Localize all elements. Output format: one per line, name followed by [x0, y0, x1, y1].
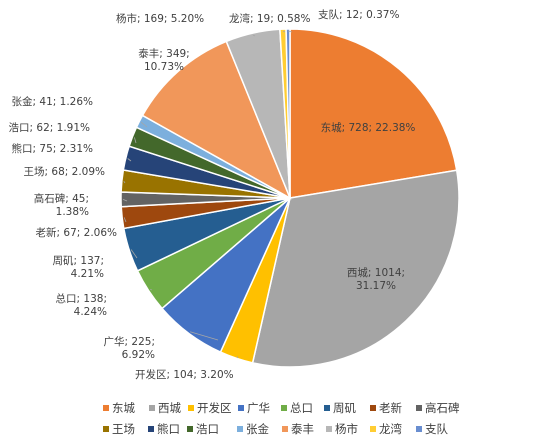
legend-label-5: 周矶 [333, 401, 356, 415]
legend-swatch-3 [238, 405, 244, 411]
leader-line-10 [134, 137, 137, 144]
slice-12 [141, 40, 292, 200]
data-label-3: 广华; 225; 6.92% [104, 335, 155, 361]
data-label-0: 东城; 728; 22.38% [321, 121, 416, 134]
legend-label-4: 总口 [290, 401, 313, 415]
leader-line-8 [123, 180, 126, 184]
data-label-13: 杨市; 169; 5.20% [116, 12, 204, 25]
legend-label-7: 高石碑 [425, 401, 460, 415]
leader-lines [122, 30, 293, 359]
leader-line-15 [288, 30, 293, 33]
data-label-4: 总口; 138; 4.24% [56, 292, 107, 318]
data-label-9: 熊口; 75; 2.31% [12, 142, 93, 155]
legend-label-6: 老新 [379, 401, 402, 415]
leader-line-11 [140, 121, 148, 128]
legend-swatch-6 [370, 405, 376, 411]
legend-label-2: 开发区 [197, 401, 232, 415]
slice-15 [285, 28, 291, 199]
data-label-11: 张金; 41; 1.26% [12, 95, 93, 108]
legend-swatch-2 [188, 405, 194, 411]
legend-swatch-7 [416, 405, 422, 411]
legend-label-11: 张金 [246, 422, 269, 436]
legend-swatch-1 [149, 405, 155, 411]
leader-line-4 [150, 289, 153, 291]
leader-line-9 [127, 158, 132, 162]
legend-swatch-5 [324, 405, 330, 411]
legend-swatch-0 [103, 405, 109, 411]
legend-label-14: 龙湾 [379, 422, 402, 436]
data-label-2: 开发区; 104; 3.20% [135, 368, 234, 381]
leader-line-3 [189, 331, 219, 341]
legend-swatch-12 [282, 426, 288, 432]
leader-line-6 [123, 217, 127, 223]
data-label-14: 龙湾; 19; 0.58% [229, 12, 310, 25]
legend-label-1: 西城 [158, 401, 181, 415]
data-label-5: 周矶; 137; 4.21% [53, 255, 104, 280]
legend-label-15: 支队 [425, 422, 448, 436]
legend-swatch-13 [326, 426, 332, 432]
data-label-7: 高石碑; 45; 1.38% [34, 192, 89, 218]
data-label-8: 王场; 68; 2.09% [24, 165, 105, 178]
legend-swatch-11 [237, 426, 243, 432]
legend-swatch-14 [370, 426, 376, 432]
legend-label-12: 泰丰 [291, 422, 314, 436]
legend-label-9: 熊口 [157, 422, 180, 436]
legend-label-0: 东城 [112, 401, 135, 415]
legend-label-10: 浩口 [196, 422, 219, 436]
leader-line-7 [122, 199, 128, 202]
legend-swatch-15 [416, 426, 422, 432]
leader-line-14 [282, 30, 286, 33]
slice-1 [251, 169, 460, 368]
legend-swatch-8 [103, 426, 109, 432]
legend-label-8: 王场 [112, 422, 135, 436]
data-label-10: 浩口; 62; 1.91% [9, 122, 90, 134]
data-label-6: 老新; 67; 2.06% [36, 226, 117, 239]
legend-swatch-4 [281, 405, 287, 411]
leader-line-13 [252, 34, 256, 37]
data-labels: 东城; 728; 22.38% 西城; 1014; 31.17% 开发区; 104; … [9, 8, 416, 381]
slice-0 [289, 28, 458, 199]
data-label-15: 支队; 12; 0.37% [318, 8, 399, 21]
leader-line-5 [130, 249, 138, 259]
pie-slices [120, 28, 460, 368]
legend-label-13: 杨市 [335, 422, 358, 436]
legend-swatch-9 [148, 426, 154, 432]
legend-label-3: 广华 [247, 401, 270, 415]
legend-swatch-10 [187, 426, 193, 432]
data-label-12: 泰丰; 349; 10.73% [138, 47, 189, 73]
leader-line-2 [236, 356, 239, 359]
data-label-1: 西城; 1014; 31.17% [347, 267, 405, 292]
